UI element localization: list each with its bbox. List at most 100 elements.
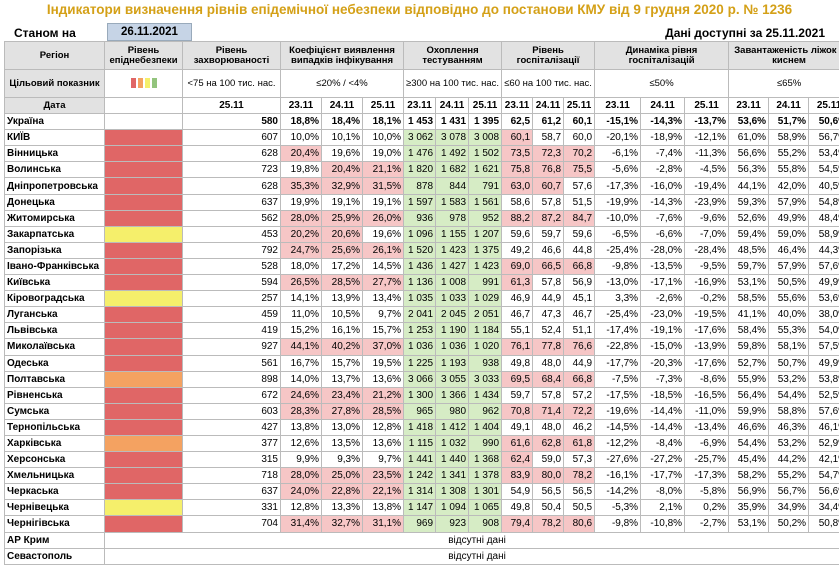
testing-value: 1 366: [435, 386, 470, 404]
detection-value: 14,1%: [280, 290, 322, 308]
hosp-value: 75,5: [563, 161, 596, 179]
dynamics-value: -5,3%: [594, 499, 642, 517]
detection-value: 9,7%: [361, 306, 405, 324]
oxygen-value: 40,5%: [808, 177, 839, 195]
level-indicator: [104, 354, 183, 372]
incidence-value: 792: [182, 241, 281, 259]
dynamics-value: -16,9%: [684, 274, 730, 292]
oxygen-value: 44,3%: [808, 241, 839, 259]
hosp-value: 54,9: [501, 483, 534, 501]
col-header-testing: Охоплення тестуванням: [403, 41, 503, 70]
table-row: Житомирська 562 28,0% 25,9% 26,0% 936 978 952 88…: [4, 209, 839, 227]
dynamics-value: -6,6%: [640, 225, 686, 243]
legend-swatch-red: [130, 78, 136, 89]
date-label: Дата: [4, 96, 105, 115]
region-name: Херсонська: [4, 451, 105, 469]
oxygen-value: 56,3%: [728, 161, 770, 179]
date-header-cell: 24.11: [435, 96, 470, 115]
detection-value: 13,8%: [361, 499, 405, 517]
testing-value: 1 036: [403, 338, 437, 356]
testing-value: 936: [403, 209, 437, 227]
oxygen-value: 59,8%: [728, 338, 770, 356]
hosp-value: 61,3: [501, 274, 534, 292]
dynamics-value: -8,4%: [640, 434, 686, 453]
level-indicator: [104, 338, 183, 356]
dynamics-value: -7,0%: [684, 225, 730, 243]
dynamics-value: -5,8%: [684, 483, 730, 501]
testing-value: 1 441: [403, 451, 437, 469]
hosp-value: 49,1: [501, 418, 534, 436]
incidence-value: 453: [182, 225, 281, 243]
oxygen-value: 53,6%: [808, 290, 839, 308]
dynamics-value: -7,3%: [640, 370, 686, 388]
detection-value: 44,1%: [280, 338, 322, 356]
level-indicator: [104, 129, 183, 147]
testing-value: 1 253: [403, 322, 437, 340]
oxygen-value: 59,4%: [728, 225, 770, 243]
testing-value: 965: [403, 402, 437, 420]
hosp-value: 49,8: [501, 499, 534, 517]
oxygen-value: 54,4%: [728, 434, 770, 453]
dynamics-value: -5,6%: [594, 161, 642, 179]
detection-value: 10,0%: [361, 129, 405, 147]
hosp-value: 57,6: [563, 177, 596, 195]
region-name: Миколаївська: [4, 338, 105, 356]
testing-value: 1 184: [468, 322, 503, 340]
incidence-value: 628: [182, 177, 281, 195]
incidence-value: 637: [182, 193, 281, 211]
oxygen-value: 57,6%: [808, 402, 839, 420]
dynamics-value: -27,2%: [640, 451, 686, 469]
testing-value: 3 066: [403, 370, 437, 388]
dynamics-value: -17,6%: [684, 322, 730, 340]
hosp-value: 57,2: [563, 386, 596, 404]
detection-value: 13,0%: [321, 418, 363, 436]
table-row: Львівська 419 15,2% 16,1% 15,7% 1 253 1 190 1 1…: [4, 322, 839, 340]
oxygen-value: 42,0%: [768, 177, 810, 195]
hosp-value: 49,8: [501, 354, 534, 372]
date-header-cell: 23.11: [403, 96, 437, 115]
missing-data-note: відсутні дані: [103, 531, 839, 549]
testing-value: 1 301: [468, 483, 503, 501]
hosp-value: 60,1: [563, 113, 596, 131]
hosp-value: 61,2: [532, 113, 565, 131]
dynamics-value: -14,3%: [640, 113, 686, 131]
level-indicator: [104, 257, 183, 276]
oxygen-value: 52,6%: [728, 209, 770, 227]
hosp-value: 56,5: [532, 483, 565, 501]
dynamics-value: -23,0%: [640, 306, 686, 324]
detection-value: 19,6%: [361, 225, 405, 243]
testing-value: 1 020: [468, 338, 503, 356]
region-name: Львівська: [4, 322, 105, 340]
dynamics-value: -17,6%: [684, 354, 730, 372]
region-name: АР Крим: [4, 531, 105, 549]
testing-value: 1 300: [403, 386, 437, 404]
table-row: Хмельницька 718 28,0% 25,0% 23,5% 1 242 1 341 1…: [4, 467, 839, 485]
dynamics-value: -6,9%: [684, 434, 730, 453]
col-header-detection: Коефіцієнт виявлення випадків інфікуванн…: [279, 41, 405, 70]
oxygen-value: 56,4%: [728, 386, 770, 404]
hosp-value: 59,7: [532, 225, 565, 243]
region-name: Хмельницька: [4, 467, 105, 485]
oxygen-value: 54,7%: [808, 467, 839, 485]
date-header-cell: 25.11: [808, 96, 839, 115]
level-indicator: [104, 193, 183, 211]
asof-date-cell[interactable]: 26.11.2021: [107, 23, 192, 41]
table-row: Севастополь відсутні дані: [4, 547, 839, 565]
oxygen-value: 50,2%: [768, 515, 810, 533]
testing-value: 990: [468, 434, 503, 453]
region-name: Дніпропетровська: [4, 177, 105, 195]
asof-label: Станом на: [14, 26, 76, 40]
detection-value: 23,4%: [321, 386, 363, 404]
oxygen-value: 45,4%: [728, 451, 770, 469]
dynamics-value: -18,9%: [640, 129, 686, 147]
detection-value: 31,1%: [361, 515, 405, 533]
report-title: Індикатори визначення рівнів епідемічної…: [46, 2, 793, 17]
date-header-cell: 25.11: [563, 96, 596, 115]
hosp-value: 76,8: [532, 161, 565, 179]
dynamics-value: -13,7%: [684, 113, 730, 131]
hosp-value: 51,5: [563, 193, 596, 211]
testing-value: 1 621: [468, 161, 503, 179]
hosp-value: 76,6: [563, 338, 596, 356]
col-header-level: Рівень епіднебезпеки: [104, 41, 183, 70]
region-name: Тернопільська: [4, 418, 105, 436]
